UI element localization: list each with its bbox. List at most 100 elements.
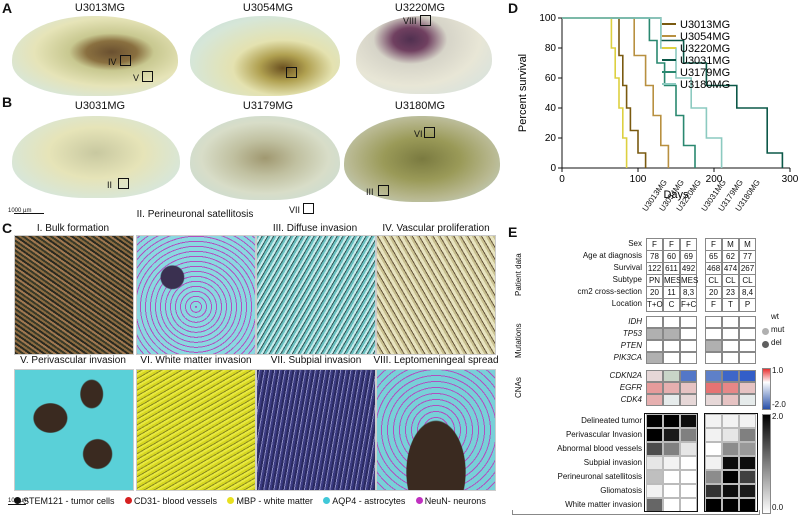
cna-cell: [705, 382, 722, 394]
inset-box-ii: [118, 178, 129, 189]
scale-bar-100-label: 100 µm: [8, 498, 29, 504]
row-label: Delineated tumor: [581, 416, 642, 425]
survival-curve-u3220mg: [562, 17, 628, 168]
mutation-cell: [646, 328, 663, 340]
invasion-frame: [704, 413, 758, 512]
inset-label-iii: III: [366, 187, 374, 197]
row-label: Age at diagnosis: [582, 251, 642, 260]
row-label: Abnormal blood vessels: [557, 444, 642, 453]
y-tick-label: 20: [545, 133, 557, 144]
x-tick-label: 300: [782, 174, 798, 185]
inset-label-viii: VIII: [403, 16, 417, 26]
invasion-cell: [646, 414, 663, 428]
table-cell: 8,3: [680, 286, 697, 300]
cna-cell: [722, 370, 739, 382]
mutation-cell: [722, 352, 739, 364]
invasion-colorbar: [762, 414, 771, 514]
inset-label-vii: VII: [289, 205, 301, 215]
panel-letter-e: E: [508, 224, 518, 240]
cna-cell: [680, 382, 697, 394]
y-tick-label: 80: [545, 43, 557, 54]
inset-box: [286, 67, 297, 78]
inset-box-viii: [420, 15, 431, 26]
table-cell: P: [739, 298, 756, 312]
y-tick-label: 0: [550, 163, 556, 174]
invasion-cell: [663, 414, 680, 428]
mutation-cell: [739, 352, 756, 364]
invasion-cell: [663, 456, 680, 470]
tile-title: III. Diffuse invasion: [272, 223, 358, 234]
row-label: TP53: [622, 329, 642, 338]
invasion-cell: [722, 470, 739, 484]
mutation-cell: [663, 316, 680, 328]
cna-cell: [722, 394, 739, 406]
cna-cell: [739, 394, 756, 406]
mutation-cell: [722, 340, 739, 352]
panel-letter-d: D: [508, 0, 519, 16]
legend-swatch: [323, 497, 331, 504]
row-label: Survival: [613, 263, 642, 272]
survival-chart: 0 100 200 300 0 20 40 60 80 100 U3013MGU3054MGU32…: [517, 13, 798, 201]
inset-box-iv: [120, 55, 131, 66]
micrograph-diffuse-invasion: [256, 235, 376, 355]
invasion-cell: [646, 456, 663, 470]
cna-cell: [646, 370, 663, 382]
micrograph-perivascular-invasion: [14, 369, 134, 491]
invasion-cell: [739, 442, 756, 456]
tile-title: VII. Subpial invasion: [270, 355, 362, 366]
legend-label: U3179MG: [680, 67, 730, 79]
mutation-cell: [739, 328, 756, 340]
invasion-cell: [663, 484, 680, 498]
legend-item-stem121: STEM121 - tumor cells: [14, 496, 115, 506]
invasion-cell: [739, 414, 756, 428]
row-label: Location: [611, 299, 642, 308]
legend-label: U3054MG: [680, 31, 730, 43]
cna-cell: [680, 394, 697, 406]
brain-section-u3054mg: [190, 16, 340, 96]
survival-curve-u3180mg: [562, 17, 723, 168]
table-cell: CL: [705, 274, 722, 288]
tile-title: VI. White matter invasion: [140, 355, 252, 366]
invasion-cell: [680, 414, 697, 428]
brain-section-u3179mg: [190, 116, 340, 200]
mutation-cell: [663, 328, 680, 340]
survival-curve-u3031mg: [562, 17, 784, 168]
sample-feature-table: U3013MG U3054MG U3220MG U3031MG U3179MG U3180…: [512, 178, 800, 515]
mutation-cell: [705, 352, 722, 364]
table-cell: T+O: [646, 298, 663, 312]
micrograph-white-matter-invasion: [136, 369, 256, 491]
brain-section-u3180mg: [344, 116, 500, 202]
mutation-cell: [646, 352, 663, 364]
invasion-cell: [663, 470, 680, 484]
invasion-cell: [646, 428, 663, 442]
inset-box-v: [142, 71, 153, 82]
cna-colorbar: [762, 368, 771, 410]
legend-label: U3180MG: [680, 79, 730, 91]
mutation-cell: [722, 328, 739, 340]
mutation-cell: [646, 340, 663, 352]
mutation-cell: [646, 316, 663, 328]
legend-swatch: [415, 497, 423, 504]
micrograph-perineuronal-satellitosis: [136, 235, 256, 355]
inset-box-iii: [378, 185, 389, 196]
group-label-cnas: CNAs: [514, 377, 523, 398]
inset-label-ii: II: [107, 180, 113, 190]
invasion-cell: [663, 442, 680, 456]
mutation-cell: [680, 340, 697, 352]
row-label: CDK4: [620, 395, 642, 404]
row-label: Subpial invasion: [583, 458, 642, 467]
mutation-cell: [739, 316, 756, 328]
invasion-cell: [680, 484, 697, 498]
mutation-cell: [705, 340, 722, 352]
row-label: Perineuronal satellitosis: [557, 472, 643, 481]
cna-cell: [739, 382, 756, 394]
y-tick-label: 100: [539, 13, 556, 24]
mutation-legend-label: mut: [771, 325, 785, 334]
invasion-cell: [722, 414, 739, 428]
cna-cell: [663, 394, 680, 406]
table-cell: F: [646, 238, 663, 252]
invasion-cell: [705, 470, 722, 484]
row-label: Sex: [628, 239, 642, 248]
invasion-scale-min: 0.0: [772, 503, 784, 512]
invasion-cell: [646, 484, 663, 498]
